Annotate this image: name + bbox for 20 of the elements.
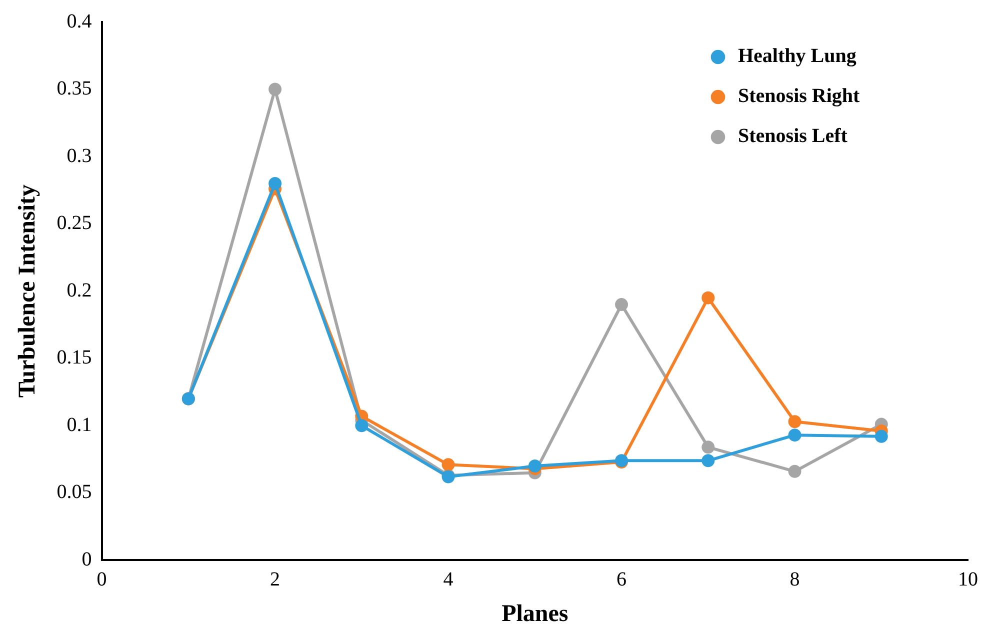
x-axis-title: Planes [502,600,568,627]
y-tick-label: 0.1 [66,414,92,436]
y-tick-label: 0.3 [66,144,92,167]
x-tick-label: 0 [96,568,107,590]
y-axis-title: Turbulence Intensity [14,184,41,398]
x-tick-label: 2 [270,568,280,590]
y-tick-label: 0.2 [66,279,92,302]
y-tick-label: 0.35 [56,78,92,100]
legend-label: Stenosis Left [738,125,848,148]
x-tick-label: 8 [790,568,800,590]
x-tick-label: 4 [443,568,454,590]
y-tick-label: 0.05 [56,481,92,504]
x-tick-label: 10 [958,568,978,590]
y-tick-label: 0.25 [56,212,92,234]
legend-label: Healthy Lung [738,45,856,68]
x-tick-label: 6 [616,568,627,590]
y-tick-label: 0.4 [66,10,92,32]
legend-label: Stenosis Right [738,85,860,108]
y-tick-label: 0.15 [56,346,92,369]
y-tick-label: 0 [82,548,92,570]
